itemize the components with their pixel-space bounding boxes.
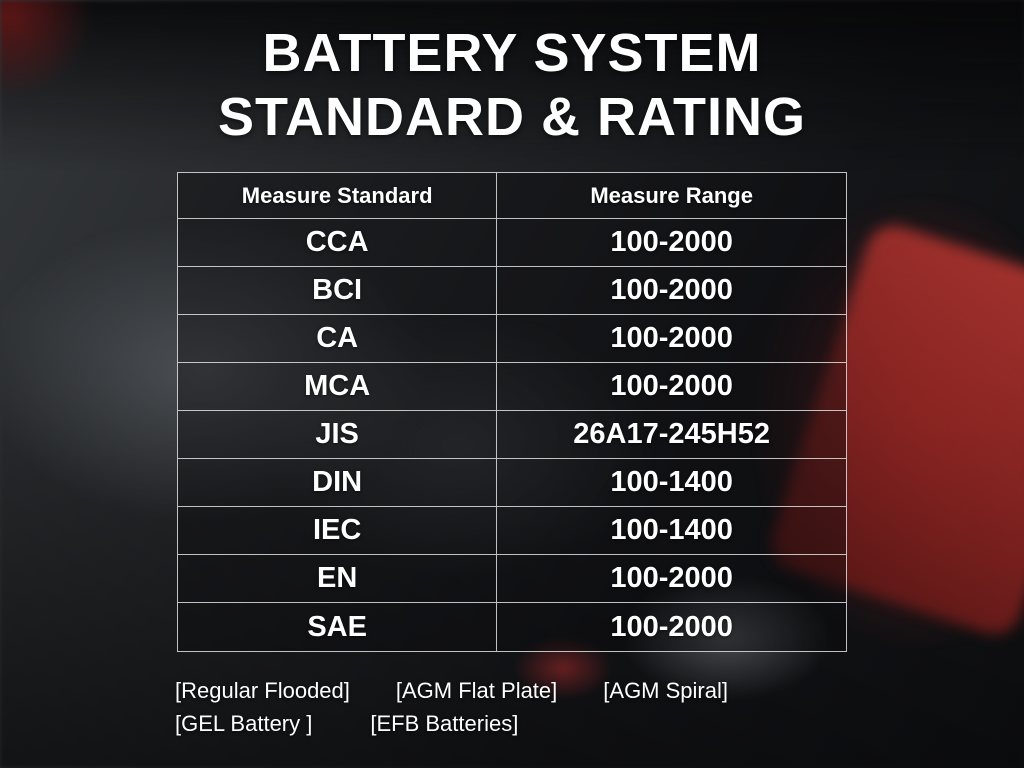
table-cell-range: 100-1400 bbox=[497, 507, 846, 555]
table-cell-standard: DIN bbox=[178, 459, 498, 507]
table-cell-range: 100-1400 bbox=[497, 459, 846, 507]
battery-type-gel: [GEL Battery ] bbox=[175, 711, 313, 736]
table-cell-standard: SAE bbox=[178, 603, 498, 651]
table-cell-standard: MCA bbox=[178, 363, 498, 411]
ratings-table: Measure Standard Measure Range CCA 100-2… bbox=[177, 172, 847, 652]
table-cell-range: 100-2000 bbox=[497, 315, 846, 363]
table-cell-range: 100-2000 bbox=[497, 267, 846, 315]
battery-type-efb: [EFB Batteries] bbox=[370, 711, 519, 736]
table-cell-standard: JIS bbox=[178, 411, 498, 459]
table-cell-range: 100-2000 bbox=[610, 610, 733, 643]
battery-types-line-1: [Regular Flooded] [AGM Flat Plate] [AGM … bbox=[175, 674, 728, 707]
table-cell-standard: IEC bbox=[178, 507, 498, 555]
column-header-standard: Measure Standard bbox=[178, 173, 498, 219]
table-cell-range: 26A17-245H52 bbox=[497, 411, 846, 459]
table-cell-standard: EN bbox=[178, 555, 498, 603]
title-line-2: STANDARD & RATING bbox=[218, 86, 806, 147]
page-title: BATTERY SYSTEM STANDARD & RATING bbox=[0, 22, 1024, 149]
battery-types-footer: [Regular Flooded] [AGM Flat Plate] [AGM … bbox=[175, 674, 728, 740]
table-cell-standard: CCA bbox=[178, 219, 498, 267]
column-header-range: Measure Range bbox=[497, 173, 846, 219]
table-cell-range: 100-2000 bbox=[497, 363, 846, 411]
battery-type-regular-flooded: [Regular Flooded] bbox=[175, 678, 350, 703]
battery-types-line-2: [GEL Battery ] [EFB Batteries] bbox=[175, 707, 728, 740]
battery-type-agm-flat-plate: [AGM Flat Plate] bbox=[395, 678, 558, 703]
table-cell-range: 100-2000 bbox=[497, 555, 846, 603]
battery-type-agm-spiral: [AGM Spiral] bbox=[603, 678, 728, 703]
title-line-1: BATTERY SYSTEM bbox=[262, 23, 762, 83]
table-cell-range: 100-2000 bbox=[497, 219, 846, 267]
table-cell-standard: CA bbox=[178, 315, 498, 363]
table-cell-standard: BCI bbox=[178, 267, 498, 315]
